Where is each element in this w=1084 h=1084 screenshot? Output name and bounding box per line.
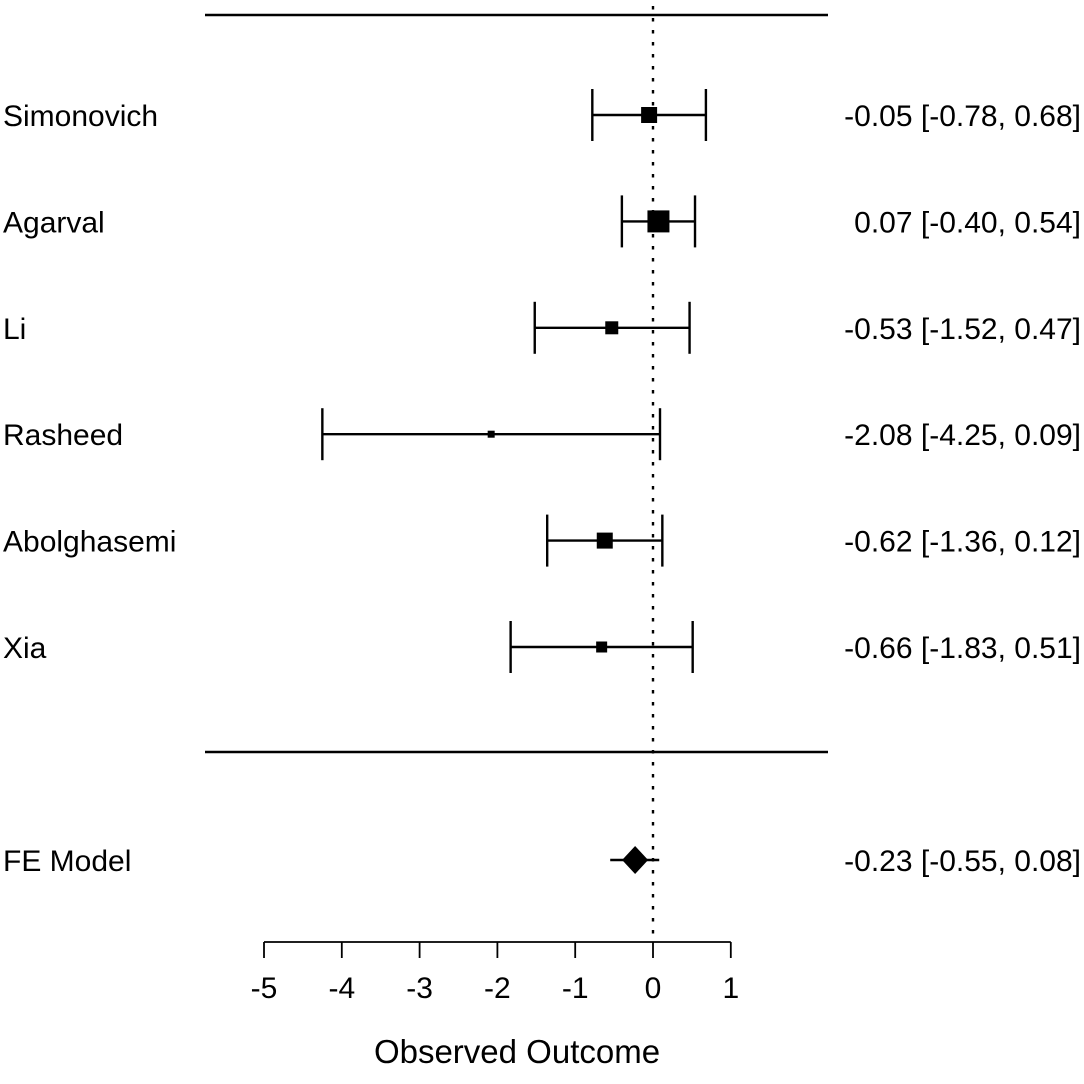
- x-axis-tick-label: -3: [406, 972, 433, 1005]
- x-axis-tick-label: -5: [251, 972, 278, 1005]
- x-axis-tick-label: 1: [722, 972, 739, 1005]
- summary-diamond-marker: [622, 846, 649, 874]
- summary-row: [610, 846, 660, 874]
- study-row: [321, 408, 662, 461]
- plot-lines-layer: [205, 6, 828, 939]
- point-estimate-marker: [487, 430, 495, 438]
- x-axis-tick-label: 0: [645, 972, 662, 1005]
- summary-annotation: -0.23 [-0.55, 0.08]: [844, 845, 1081, 878]
- point-estimate-marker: [605, 321, 619, 335]
- study-row: [620, 195, 697, 248]
- x-axis-title: Observed Outcome: [374, 1033, 660, 1070]
- estimate-annotation: -0.53 [-1.52, 0.47]: [844, 313, 1081, 346]
- study-label: Li: [3, 313, 26, 346]
- estimate-annotation: -0.66 [-1.83, 0.51]: [844, 632, 1081, 665]
- study-label: Agarval: [3, 206, 105, 239]
- point-estimate-marker: [641, 107, 658, 123]
- study-row: [591, 89, 708, 141]
- x-axis-tick-label: -1: [562, 972, 589, 1005]
- x-axis: -5 -4 -3 -2 -1 0 1: [251, 941, 739, 1005]
- estimate-annotation: -0.05 [-0.78, 0.68]: [844, 100, 1081, 133]
- point-estimate-marker: [596, 532, 613, 549]
- estimate-annotation: -0.62 [-1.36, 0.12]: [844, 526, 1081, 559]
- study-label: Rasheed: [3, 419, 123, 452]
- plot-text-layer: Simonovich -0.05 [-0.78, 0.68] Agarval 0.07…: [3, 100, 1081, 878]
- x-axis-tick-label: -4: [328, 972, 355, 1005]
- x-axis-tick-label: -2: [484, 972, 511, 1005]
- summary-label: FE Model: [3, 845, 131, 878]
- study-label: Simonovich: [3, 100, 158, 133]
- point-estimate-marker: [647, 210, 670, 233]
- estimate-annotation: -2.08 [-4.25, 0.09]: [844, 419, 1081, 452]
- estimate-annotation: 0.07 [-0.40, 0.54]: [854, 206, 1081, 239]
- study-label: Xia: [3, 632, 47, 665]
- plot-markers-layer: [321, 89, 708, 874]
- point-estimate-marker: [596, 641, 608, 653]
- study-row: [509, 621, 694, 673]
- study-row: [533, 301, 691, 354]
- study-label: Abolghasemi: [3, 526, 176, 559]
- study-row: [545, 514, 664, 567]
